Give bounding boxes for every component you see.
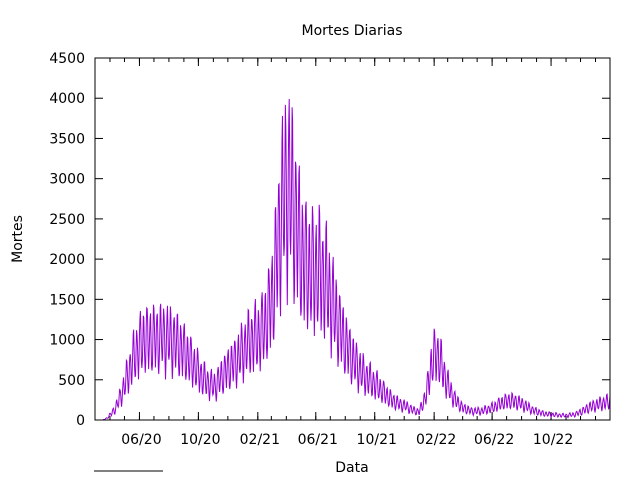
x-tick-label: 02/22 — [416, 432, 456, 448]
y-tick-label: 0 — [76, 413, 85, 429]
y-tick-label: 1500 — [49, 292, 85, 308]
y-axis-ticks: 0 500 1000 1500 2000 2500 3000 3500 4000 4500 — [49, 51, 610, 429]
y-tick-label: 3500 — [49, 131, 85, 147]
y-tick-label: 4000 — [49, 91, 85, 107]
x-axis-ticks: 06/20 10/20 02/21 06/21 10/21 02/22 06/22 10/22 — [95, 58, 596, 448]
y-tick-label: 2000 — [49, 252, 85, 268]
x-tick-label: 10/20 — [180, 432, 220, 448]
y-tick-label: 500 — [58, 373, 85, 389]
x-tick-label: 02/21 — [240, 432, 280, 448]
x-tick-label: 06/22 — [474, 432, 514, 448]
x-tick-label: 10/22 — [533, 432, 573, 448]
y-tick-label: 3000 — [49, 172, 85, 188]
chart-title: Mortes Diarias — [301, 23, 402, 39]
y-tick-label: 4500 — [49, 51, 85, 67]
x-axis-label: Data — [335, 460, 368, 476]
x-tick-label: 06/21 — [298, 432, 338, 448]
y-axis-label: Mortes — [10, 215, 26, 263]
x-tick-label: 10/21 — [357, 432, 397, 448]
y-tick-label: 1000 — [49, 333, 85, 349]
y-tick-label: 2500 — [49, 212, 85, 228]
x-tick-label: 06/20 — [121, 432, 161, 448]
plot-area — [103, 99, 610, 420]
daily-deaths-line — [103, 99, 610, 420]
